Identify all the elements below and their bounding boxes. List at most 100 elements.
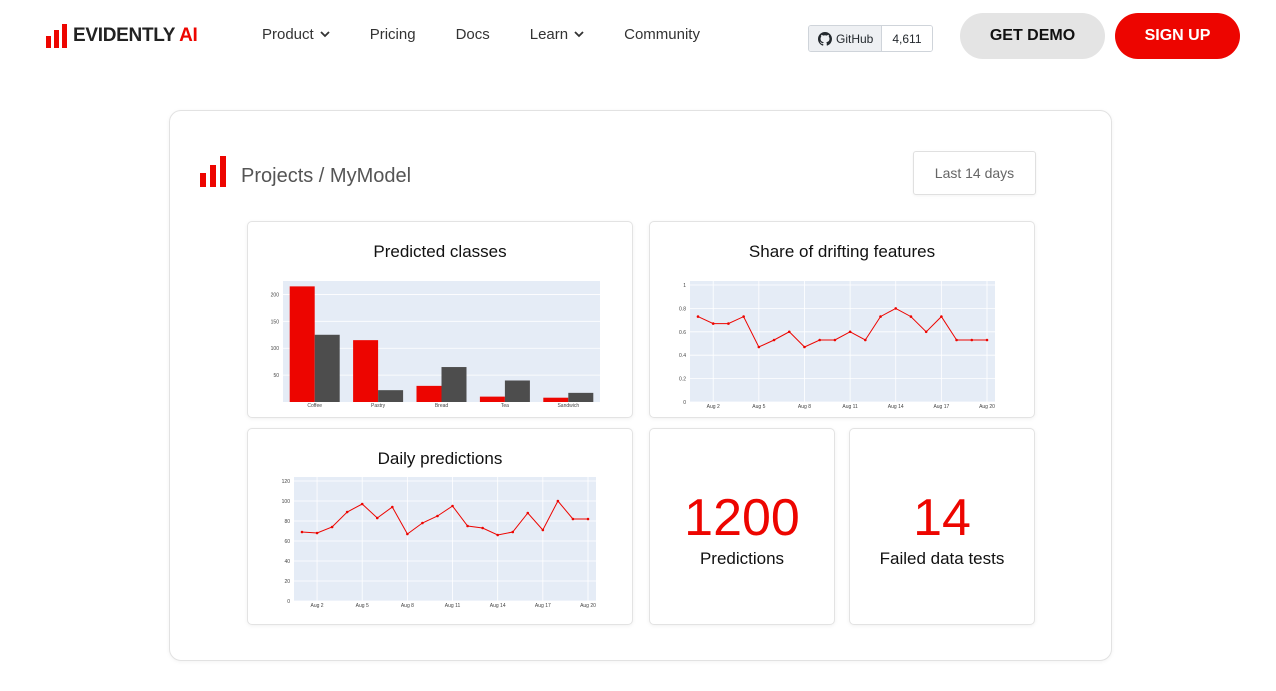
y-tick-label: 100 bbox=[282, 499, 291, 505]
data-point bbox=[330, 525, 334, 529]
drifting-features-chart: 0 0.2 0.4 0.6 0.8 1 Aug 2 Aug 5 Aug 8 Aug 11 Aug 1… bbox=[679, 281, 995, 410]
date-range-selector[interactable]: Last 14 days bbox=[913, 151, 1036, 195]
nav-item-docs[interactable]: Docs bbox=[456, 26, 490, 43]
dashboard-title: Projects / MyModel bbox=[241, 165, 412, 187]
data-point bbox=[496, 533, 499, 537]
top-navigation: EVIDENTLY AI Product Pricing Docs Learn … bbox=[0, 0, 1276, 72]
chart-title: Daily predictions bbox=[377, 449, 503, 468]
y-tick-label: 0.8 bbox=[679, 306, 686, 312]
github-label: GitHub bbox=[836, 31, 874, 46]
y-tick-label: 80 bbox=[284, 519, 290, 525]
data-point bbox=[391, 505, 394, 509]
y-tick-label: 40 bbox=[284, 559, 290, 565]
chevron-down-icon bbox=[574, 31, 584, 38]
data-point bbox=[300, 530, 304, 534]
y-tick-label: 0.6 bbox=[679, 330, 686, 336]
data-point bbox=[511, 530, 515, 534]
nav-item-label: Docs bbox=[455, 26, 490, 43]
dashboard-header: Projects / MyModel bbox=[200, 156, 411, 187]
x-tick-label: Aug 5 bbox=[752, 404, 765, 410]
chart-title: Share of drifting features bbox=[748, 242, 936, 261]
nav-item-product[interactable]: Product bbox=[262, 26, 330, 43]
get-demo-button[interactable]: GET DEMO bbox=[960, 13, 1105, 59]
logo-bars-icon bbox=[46, 24, 67, 48]
x-tick-label: Sandwich bbox=[557, 403, 579, 409]
bar bbox=[479, 396, 505, 402]
nav-item-community[interactable]: Community bbox=[624, 26, 700, 43]
data-point bbox=[787, 330, 791, 334]
github-icon bbox=[818, 31, 832, 46]
x-tick-label: Aug 20 bbox=[580, 603, 596, 609]
data-point bbox=[481, 526, 484, 530]
data-point bbox=[985, 338, 989, 342]
bar bbox=[504, 380, 530, 402]
x-tick-label: Aug 11 bbox=[842, 404, 858, 410]
nav-item-pricing[interactable]: Pricing bbox=[370, 26, 416, 43]
failed-tests-count: 14 bbox=[913, 489, 971, 547]
x-tick-label: Aug 8 bbox=[401, 603, 414, 609]
y-tick-label: 150 bbox=[271, 319, 280, 325]
data-point bbox=[833, 338, 837, 342]
brand-suffix: AI bbox=[179, 25, 198, 46]
y-tick-label: 60 bbox=[284, 539, 290, 545]
data-point bbox=[696, 315, 700, 318]
y-tick-label: 0 bbox=[287, 599, 290, 605]
data-point bbox=[894, 307, 898, 310]
y-tick-label: 200 bbox=[271, 292, 280, 298]
data-point bbox=[803, 345, 806, 349]
predicted-classes-card: Predicted classes 50 100 150 200 Coffee Pastr… bbox=[247, 221, 633, 418]
bar bbox=[289, 286, 315, 402]
chevron-down-icon bbox=[320, 31, 330, 38]
bar bbox=[378, 390, 404, 402]
nav-item-label: Pricing bbox=[369, 26, 416, 43]
daily-predictions-card: Daily predictions 0 20 40 60 80 100 120 Aug 2 Au… bbox=[247, 428, 633, 625]
bar bbox=[353, 340, 379, 402]
y-tick-label: 20 bbox=[284, 579, 290, 585]
nav-item-label: Product bbox=[262, 26, 314, 43]
y-tick-label: 0.4 bbox=[679, 353, 686, 359]
github-button[interactable]: GitHub bbox=[809, 26, 883, 51]
bar bbox=[416, 385, 442, 402]
x-tick-label: Aug 17 bbox=[933, 404, 949, 410]
evidently-logo[interactable]: EVIDENTLY AI bbox=[46, 24, 198, 48]
x-tick-label: Aug 8 bbox=[798, 404, 811, 410]
nav-item-learn[interactable]: Learn bbox=[530, 26, 584, 43]
logo-text: EVIDENTLY AI bbox=[73, 25, 198, 47]
bar bbox=[441, 367, 467, 402]
data-point bbox=[970, 338, 974, 342]
data-point bbox=[879, 315, 882, 318]
bar bbox=[314, 334, 340, 402]
data-point bbox=[451, 504, 454, 508]
bar-chart-icon bbox=[200, 156, 226, 187]
data-point bbox=[360, 502, 364, 506]
data-point bbox=[315, 531, 319, 535]
x-tick-label: Aug 2 bbox=[707, 404, 720, 410]
nav-item-label: Learn bbox=[529, 26, 569, 43]
y-tick-label: 120 bbox=[282, 479, 291, 485]
x-tick-label: Aug 14 bbox=[888, 404, 904, 410]
bar bbox=[568, 392, 594, 402]
data-point bbox=[772, 338, 776, 342]
drifting-features-card: Share of drifting features 0 0.2 0.4 0.6 0.8… bbox=[649, 221, 1035, 418]
x-tick-label: Bread bbox=[435, 403, 449, 409]
data-point bbox=[421, 521, 424, 525]
data-point bbox=[818, 338, 821, 342]
github-star-count[interactable]: 4,611 bbox=[882, 26, 932, 51]
bar bbox=[543, 397, 569, 402]
predictions-count: 1200 bbox=[684, 489, 800, 547]
github-stars-badge[interactable]: GitHub 4,611 bbox=[808, 25, 933, 52]
x-tick-label: Aug 17 bbox=[535, 603, 551, 609]
data-point bbox=[406, 532, 409, 536]
x-tick-label: Coffee bbox=[307, 403, 322, 409]
data-point bbox=[955, 338, 958, 342]
x-tick-label: Aug 5 bbox=[356, 603, 369, 609]
y-tick-label: 0.2 bbox=[679, 377, 686, 383]
sign-up-button[interactable]: SIGN UP bbox=[1115, 13, 1240, 59]
y-tick-label: 1 bbox=[683, 283, 686, 289]
nav-item-label: Community bbox=[624, 26, 700, 43]
data-point bbox=[556, 499, 560, 503]
data-point bbox=[541, 528, 545, 532]
data-point bbox=[924, 330, 928, 334]
predictions-stat-card: 1200 Predictions bbox=[649, 428, 835, 625]
data-point bbox=[436, 514, 439, 518]
